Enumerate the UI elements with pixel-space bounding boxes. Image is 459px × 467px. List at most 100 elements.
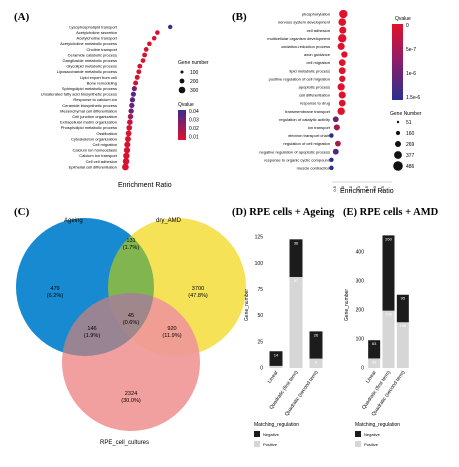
panel-a-colorbar-tick: 0.03 [189, 118, 199, 124]
panel-b-size-legend-title: Gene Number [390, 111, 422, 117]
panel-b-size-legend-label: 51 [406, 120, 412, 126]
panel-e-label-negative: 260 [385, 236, 392, 241]
panel-b-y-label: cell differentiation [299, 93, 330, 98]
panel-b-size-legend-label: 160 [406, 131, 415, 137]
panel-d-legend-positive: Positive [263, 442, 278, 447]
panel-a-point [125, 136, 131, 142]
panel-b-colorbar-tick: 0 [406, 23, 409, 29]
venn-region-percent: (11.9%) [162, 333, 181, 339]
panel-a-y-label: Cell migration [93, 142, 117, 147]
panel-b-point [333, 124, 340, 131]
panel-a-point [131, 86, 137, 92]
panel-d-legend-swatch-negative [254, 431, 260, 437]
panel-a-point [126, 124, 133, 131]
panel-d-bar-negative [289, 239, 303, 277]
panel-a-y-label: Acetylcholine metabolic process [60, 41, 117, 46]
panel-d-bar-positive [289, 276, 303, 368]
panel-a-point [122, 163, 129, 171]
panel-b-size-legend-label: 377 [406, 153, 415, 159]
panel-e-y-tick: 100 [356, 337, 365, 343]
venn-region-count: 2324 [125, 391, 137, 397]
panel-b-x-axis: 0.5 1.0 1.5 2.0 2.5 3.0 3.5 [332, 181, 392, 192]
panel-a-letter: (A) [14, 11, 30, 23]
panel-b-point [332, 116, 339, 123]
panel-b-point [338, 67, 346, 75]
panel-a-point [155, 30, 160, 35]
panel-a-size-legend-label: 300 [190, 88, 199, 94]
panel-a-y-label: Acetylcholine transport [77, 36, 118, 41]
panel-b-point [338, 34, 347, 43]
panel-e-bar-negative [368, 340, 381, 359]
panel-d-label-negative: 26 [314, 332, 319, 337]
panel-a-y-label: Calcium ion homeostasis [73, 148, 117, 153]
panel-d-label-negative: 14 [274, 352, 279, 357]
panel-d-label-positive: 2 [275, 367, 278, 372]
panel-b-size-legend: 51 160 269 377 486 [393, 120, 415, 171]
panel-b-y-label: cell adhesion [307, 28, 330, 33]
panel-b-letter: (B) [232, 11, 247, 23]
panel-a-y-label: Sphingolipid metabolic process [62, 86, 117, 91]
panel-d-label-positive: 87 [294, 278, 299, 283]
panel-a-size-legend-dot [180, 70, 184, 74]
panel-b-y-label: axon guidance [304, 52, 331, 57]
venn-overlay-rpe [62, 293, 200, 431]
panel-c: (C) Ageing dry_AMD RPE_cell_cultures 479… [14, 206, 246, 446]
panel-b-x-tick: 1.5 [348, 185, 353, 191]
panel-a-point [134, 74, 140, 80]
panel-a-point [125, 130, 132, 137]
panel-d-bar-positive [269, 365, 283, 368]
panel-b-y-label: lipid metabolic process [290, 68, 330, 73]
panel-a-point [129, 102, 135, 109]
panel-a-point [128, 108, 134, 114]
venn-region-percent: (1.9%) [84, 333, 101, 339]
panel-d-y-tick: 75 [257, 287, 263, 293]
panel-c-letter: (C) [14, 206, 30, 218]
panel-e-y-tick: 0 [361, 366, 364, 372]
panel-b-size-legend-label: 269 [406, 142, 415, 148]
panel-b-y-label: regulation of catalytic activity [279, 117, 330, 122]
panel-e-y-title: Gene_number [344, 289, 350, 321]
venn-region-count: 479 [50, 286, 59, 292]
panel-b-point [339, 26, 347, 34]
panel-a-colorbar-tick: 0.01 [189, 135, 199, 141]
panel-a-y-label: Cell cell adhesion [86, 159, 117, 164]
venn-region-count: 45 [128, 313, 134, 319]
panel-b-x-tick: 3.5 [380, 185, 385, 191]
panel-a-point [137, 63, 143, 69]
panel-a-y-label: Bone remodeling [87, 80, 117, 85]
panel-b-point [329, 133, 334, 138]
panel-e-title: (E) RPE cells + AMD [343, 207, 439, 218]
panel-b-point [335, 140, 341, 147]
panel-b-colorbar-tick: 1.5e-6 [406, 95, 420, 101]
panel-a-y-label: Ossification [96, 131, 117, 136]
panel-e-y-tick: 300 [356, 279, 365, 285]
panel-a-y-label: Unsaturated fatty acid biosynthetic proc… [41, 92, 117, 97]
panel-a-y-label: Cytoskeleton organization [71, 136, 117, 141]
panel-d-y-tick: 25 [257, 339, 263, 345]
panel-d-bar-negative [309, 331, 323, 359]
panel-b-colorbar-tick: 1e-6 [406, 71, 416, 77]
panel-b-point [338, 91, 346, 99]
panel-b-point [338, 59, 346, 66]
panel-d-legend-title: Matching_regulation [254, 422, 299, 428]
panel-a-color-legend-title: Qvalue [178, 102, 194, 108]
panel-b-y-label: cell migration [306, 60, 330, 65]
panel-a-point [123, 147, 131, 154]
panel-b-point [341, 51, 348, 58]
venn-overlay-ageing [16, 218, 154, 356]
panel-a-size-legend: 100 200 300 [178, 70, 199, 94]
panel-a-point [133, 80, 139, 86]
panel-a-x-title: Enrichment Ratio [118, 182, 172, 189]
panel-a-point [147, 41, 152, 47]
panel-e-x-tick: Linear [365, 369, 378, 384]
panel-b-y-label: muscle contraction [297, 166, 330, 171]
panel-d-title: (D) RPE cells + Ageing [232, 207, 335, 218]
panel-d-bar-negative [269, 351, 283, 366]
panel-a-y-label: Glycolipid metabolic process [66, 64, 117, 69]
panel-e-label-positive: 33 [372, 359, 377, 364]
venn-region-count: 3700 [192, 286, 204, 292]
panel-a-point [142, 52, 147, 58]
